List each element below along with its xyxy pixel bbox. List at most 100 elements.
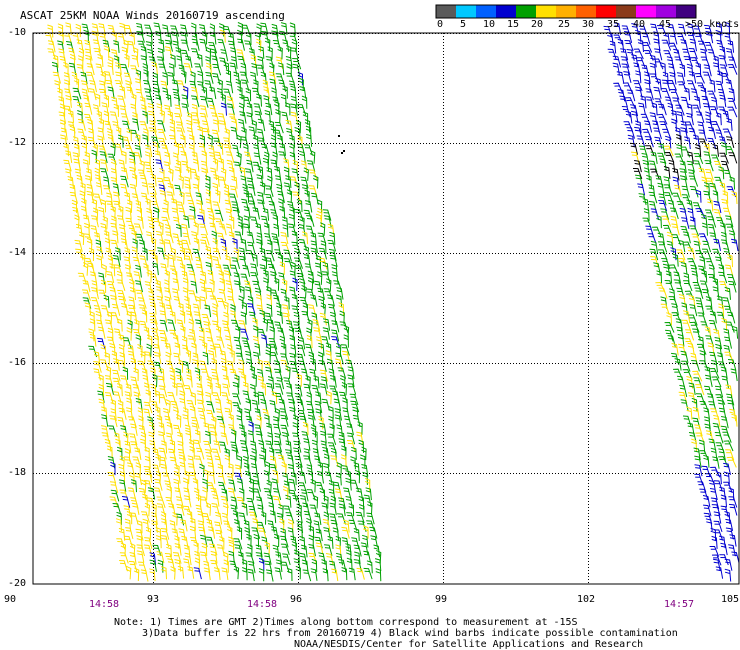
wind-barb	[256, 93, 262, 107]
wind-barb	[243, 455, 249, 470]
wind-barb	[91, 23, 99, 36]
wind-barb	[252, 161, 262, 174]
wind-barb	[726, 117, 733, 131]
wind-barb	[320, 240, 327, 254]
wind-barb	[290, 261, 296, 276]
wind-barb	[657, 232, 665, 246]
wind-barb	[206, 482, 216, 494]
wind-barb	[633, 48, 644, 60]
wind-barb	[315, 391, 322, 405]
wind-barb	[246, 358, 253, 372]
wind-barb	[195, 263, 204, 276]
lat-label: -20	[7, 578, 26, 589]
wind-barb	[109, 111, 119, 124]
wind-barb	[248, 486, 255, 501]
wind-barb	[144, 446, 150, 460]
wind-barb	[674, 184, 682, 197]
wind-barb	[139, 255, 148, 268]
wind-barb	[686, 151, 694, 164]
wind-barb	[251, 399, 259, 413]
wind-barb	[721, 416, 729, 429]
wind-barb	[119, 552, 129, 564]
wind-barb	[118, 344, 125, 358]
wind-barb	[323, 215, 332, 228]
wind-barb	[275, 551, 282, 564]
wind-barb	[200, 368, 210, 381]
wind-barb	[193, 487, 200, 502]
wind-barb	[290, 344, 297, 358]
wind-barb	[334, 414, 342, 428]
wind-barb	[706, 198, 714, 212]
wind-barb	[169, 456, 178, 469]
wind-barb	[330, 519, 339, 532]
wind-barb	[47, 24, 54, 38]
wind-barb	[243, 189, 249, 203]
wind-barb	[71, 199, 78, 214]
wind-barb	[153, 487, 163, 500]
wind-barb	[142, 63, 148, 77]
wind-barb	[679, 384, 688, 398]
wind-barb	[288, 518, 294, 533]
wind-barb	[174, 166, 182, 179]
wind-barb	[165, 93, 172, 107]
wind-barb	[724, 351, 734, 363]
wind-barb	[215, 189, 221, 203]
wind-barb	[136, 31, 145, 43]
wind-barb	[150, 237, 157, 251]
wind-barb	[238, 118, 246, 132]
wind-barb	[141, 104, 147, 118]
wind-barb	[144, 470, 153, 483]
wind-barb	[307, 470, 314, 484]
wind-barb	[156, 496, 166, 508]
wind-barb	[345, 470, 352, 484]
wind-barb	[700, 214, 708, 227]
wind-barb	[138, 561, 147, 574]
wind-barb	[220, 102, 227, 116]
wind-barb	[298, 471, 307, 484]
wind-barb	[238, 551, 244, 565]
wind-barb	[653, 38, 661, 51]
wind-barb	[98, 383, 105, 398]
wind-barb	[317, 207, 323, 222]
wind-barb	[208, 42, 218, 54]
wind-barb	[617, 89, 626, 102]
wind-barb	[207, 381, 213, 395]
wind-barb	[146, 207, 153, 221]
wind-barb	[253, 391, 260, 405]
wind-barb	[272, 151, 278, 166]
wind-barb	[229, 62, 238, 75]
wind-barb	[197, 215, 206, 228]
wind-barb	[284, 102, 291, 116]
wind-barb	[256, 304, 265, 317]
wind-barb	[205, 189, 212, 203]
wind-barb	[111, 49, 119, 62]
wind-barb	[113, 200, 122, 213]
wind-barb	[130, 376, 138, 389]
wind-barb	[123, 505, 132, 518]
wind-barb	[272, 495, 282, 508]
wind-barb	[701, 248, 712, 260]
wind-barb	[343, 519, 350, 533]
wind-barb	[251, 63, 258, 76]
wind-barb	[230, 264, 239, 277]
wind-barb	[77, 128, 86, 141]
wind-barb	[715, 129, 724, 142]
wind-barb	[669, 88, 680, 100]
pass-time: 14:58	[246, 599, 278, 610]
wind-barb	[291, 293, 299, 307]
wind-barb	[248, 560, 256, 574]
wind-barb	[278, 272, 286, 285]
wind-barb	[699, 256, 706, 270]
wind-barb	[263, 277, 269, 291]
wind-barb	[725, 264, 734, 277]
wind-barb	[214, 209, 224, 222]
wind-barb	[147, 487, 156, 500]
wind-barb	[294, 327, 304, 340]
wind-barb	[319, 422, 327, 436]
wind-barb	[715, 256, 724, 269]
wind-barb	[135, 289, 145, 302]
wind-barb	[161, 566, 167, 580]
wind-barb	[164, 342, 172, 356]
wind-barb	[238, 512, 247, 525]
wind-barb	[121, 150, 127, 164]
